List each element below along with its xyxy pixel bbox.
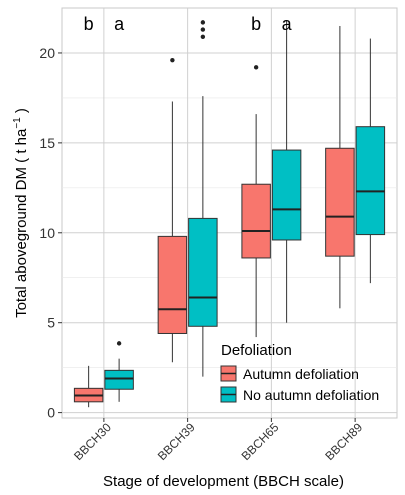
box-iqr [325,147,355,257]
y-tick-label: 15 [39,135,55,151]
box-series [73,20,386,408]
y-axis-ticks: 0 5 10 15 20 [39,45,62,421]
y-axis-title-end: ) [13,108,30,117]
y-axis-title: Total aboveground DM ( t ha−1 ) [12,108,30,318]
x-tick-label: BBCH65 [239,420,282,463]
box-no-autumn-defoliation-bbch89 [355,38,386,284]
legend-title: Defoliation [221,342,292,359]
legend: Defoliation Autumn defoliation No autumn … [220,342,379,403]
x-tick-label: BBCH39 [155,420,198,463]
box-no-autumn-defoliation-bbch65 [271,20,302,323]
x-axis-ticks: BBCH30 BBCH39 BBCH65 BBCH89 [71,418,365,463]
box-no-autumn-defoliation-bbch39 [188,20,218,377]
outlier-point [200,20,206,25]
x-tick-label: BBCH30 [71,420,114,463]
box-autumn-defoliation-bbch65 [241,65,271,338]
y-tick-label: 5 [47,315,55,331]
x-tick-label: BBCH89 [322,420,365,463]
x-axis-title: Stage of development (BBCH scale) [103,473,344,490]
box-iqr [355,126,386,236]
box-autumn-defoliation-bbch89 [325,25,355,309]
box-iqr [241,183,271,259]
box-autumn-defoliation-bbch30 [73,365,104,408]
box-iqr [104,369,134,390]
outlier-point [116,341,122,346]
y-tick-label: 0 [47,405,55,421]
y-axis-title-main: Total aboveground DM ( t ha [13,128,30,318]
box-autumn-defoliation-bbch39 [157,57,188,363]
outlier-point [200,27,206,32]
significance-letter: a [114,14,125,34]
y-tick-label: 20 [39,45,55,61]
significance-letter: b [251,14,261,34]
legend-label: No autumn defoliation [243,387,379,403]
box-iqr [271,149,302,241]
significance-letter: a [282,14,293,34]
box-iqr [157,235,188,334]
y-tick-label: 10 [39,225,55,241]
box-iqr [188,217,218,327]
outlier-point [253,65,259,70]
y-axis-title-superscript: −1 [12,117,23,129]
significance-letter: b [84,14,94,34]
box-no-autumn-defoliation-bbch30 [104,341,134,402]
outlier-point [170,57,175,63]
legend-label: Autumn defoliation [243,366,359,382]
outlier-point [200,34,206,39]
